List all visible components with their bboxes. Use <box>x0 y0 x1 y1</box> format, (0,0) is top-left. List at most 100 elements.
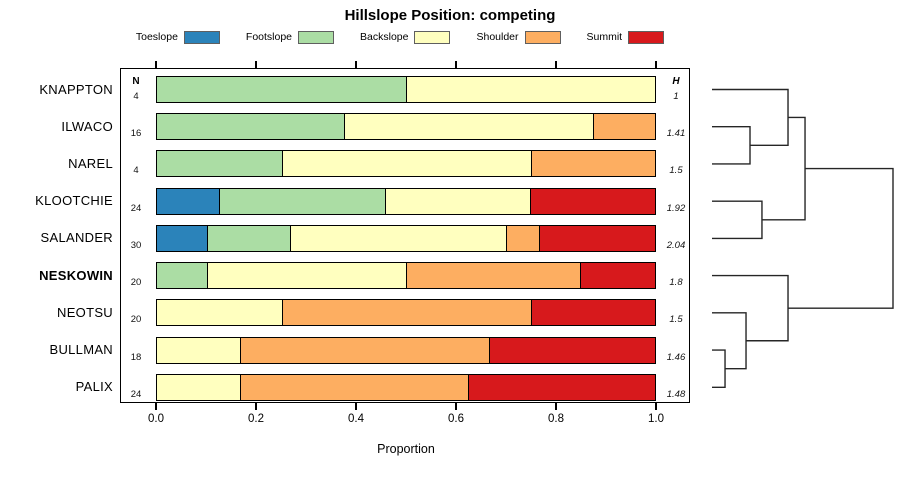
legend-label: Footslope <box>245 31 293 43</box>
h-value: 1.41 <box>666 128 686 140</box>
h-value: 1.48 <box>666 388 686 400</box>
stacked-bar-knappton <box>156 76 656 103</box>
dendrogram-branch-m4 <box>712 349 726 388</box>
h-value: 1.5 <box>669 165 683 177</box>
legend-swatch-icon <box>524 30 561 44</box>
bar-segment-summit <box>468 374 655 400</box>
dendrogram-branch-m5 <box>712 312 747 370</box>
bar-segment-shoulder <box>592 114 655 140</box>
legend-entry-toeslope: Toeslope <box>135 30 220 44</box>
legend-swatch-icon <box>183 30 220 44</box>
x-axis-tick-top <box>255 61 257 68</box>
n-value: 30 <box>130 239 142 251</box>
h-value: 1.5 <box>669 314 683 326</box>
x-axis-tick-label: 0.8 <box>548 413 564 425</box>
legend-swatch-icon <box>298 30 335 44</box>
x-axis-tick-top <box>555 61 557 68</box>
x-axis-tick-label: 1.0 <box>648 413 664 425</box>
bar-segment-shoulder <box>240 337 490 363</box>
row-label-bullman: BULLMAN <box>49 342 113 358</box>
legend-entry-footslope: Footslope <box>245 30 335 44</box>
bar-segment-footslope <box>219 188 386 214</box>
x-axis-label: Proportion <box>377 442 435 456</box>
bar-segment-summit <box>538 225 655 251</box>
x-axis-tick-label: 0.0 <box>148 413 164 425</box>
x-axis-tick-label: 0.2 <box>248 413 264 425</box>
dendrogram-branch-m2 <box>712 200 763 240</box>
bar-segment-shoulder <box>405 263 581 289</box>
n-value: 20 <box>130 277 142 289</box>
legend-label: Summit <box>586 31 623 43</box>
legend: Toeslope Footslope Backslope Shoulder Summit <box>100 28 700 46</box>
x-axis-tick-top <box>355 61 357 68</box>
n-value: 20 <box>130 314 142 326</box>
stacked-bar-narel <box>156 150 656 178</box>
n-value: 4 <box>133 91 139 102</box>
stacked-bar-klootchie <box>156 187 656 215</box>
bar-segment-backslope <box>343 114 593 140</box>
bar-segment-shoulder <box>240 374 469 400</box>
stacked-bar-bullman <box>156 336 656 364</box>
bar-segment-shoulder <box>530 151 655 177</box>
h-column-header: H <box>672 76 680 87</box>
bar-segment-backslope <box>157 374 241 400</box>
h-value: 1.92 <box>666 202 686 214</box>
n-column-header: N <box>132 76 140 87</box>
x-axis-tick-label: 0.4 <box>348 413 364 425</box>
x-axis-tick-bottom <box>555 403 557 410</box>
dendrogram-branch-m6 <box>712 274 789 342</box>
x-axis-tick-bottom <box>655 403 657 410</box>
plot-box <box>120 68 690 403</box>
row-label-ilwaco: ILWACO <box>61 118 113 134</box>
row-label-salander: SALANDER <box>40 230 113 246</box>
h-value: 2.04 <box>666 239 686 251</box>
bar-segment-toeslope <box>157 225 207 251</box>
row-label-palix: PALIX <box>75 379 113 395</box>
x-axis-tick-top <box>155 61 157 68</box>
dendrogram-branch-m3 <box>761 116 806 221</box>
bar-segment-footslope <box>206 225 290 251</box>
legend-entry-shoulder: Shoulder <box>476 30 561 44</box>
legend-label: Toeslope <box>135 31 178 43</box>
bar-segment-summit <box>489 337 655 363</box>
bar-segment-footslope <box>157 151 282 177</box>
legend-label: Shoulder <box>476 31 519 43</box>
bar-segment-summit <box>580 263 655 289</box>
n-value: 4 <box>133 165 139 177</box>
row-label-neskowin: NESKOWIN <box>39 267 113 283</box>
bar-segment-toeslope <box>157 188 220 214</box>
bar-segment-shoulder <box>281 300 531 326</box>
stacked-bar-neotsu <box>156 299 656 327</box>
n-value: 24 <box>130 388 142 400</box>
bar-segment-footslope <box>157 263 207 289</box>
row-label-narel: NAREL <box>68 155 113 171</box>
x-axis-tick-bottom <box>155 403 157 410</box>
stacked-bar-neskowin <box>156 262 656 290</box>
h-value: 1.8 <box>669 277 683 289</box>
x-axis-tick-label: 0.6 <box>448 413 464 425</box>
bar-segment-shoulder <box>505 225 539 251</box>
bar-segment-backslope <box>406 77 655 102</box>
bar-segment-footslope <box>157 77 406 102</box>
legend-label: Backslope <box>360 31 409 43</box>
legend-entry-backslope: Backslope <box>360 30 451 44</box>
bar-segment-backslope <box>157 300 282 326</box>
bar-segment-summit <box>530 300 655 326</box>
dendrogram <box>712 88 894 388</box>
x-axis-tick-top <box>455 61 457 68</box>
stacked-bar-ilwaco <box>156 113 656 141</box>
n-value: 24 <box>130 202 142 214</box>
stacked-bar-salander <box>156 224 656 252</box>
legend-swatch-icon <box>414 30 451 44</box>
x-axis-tick-bottom <box>355 403 357 410</box>
chart-title: Hillslope Position: competing <box>344 7 556 24</box>
row-label-neotsu: NEOTSU <box>57 304 113 320</box>
stacked-bar-palix <box>156 373 656 401</box>
bar-segment-backslope <box>157 337 241 363</box>
bar-segment-footslope <box>157 114 344 140</box>
h-value: 1.46 <box>666 351 686 363</box>
n-value: 18 <box>130 351 142 363</box>
x-axis-tick-bottom <box>255 403 257 410</box>
bar-segment-backslope <box>289 225 506 251</box>
